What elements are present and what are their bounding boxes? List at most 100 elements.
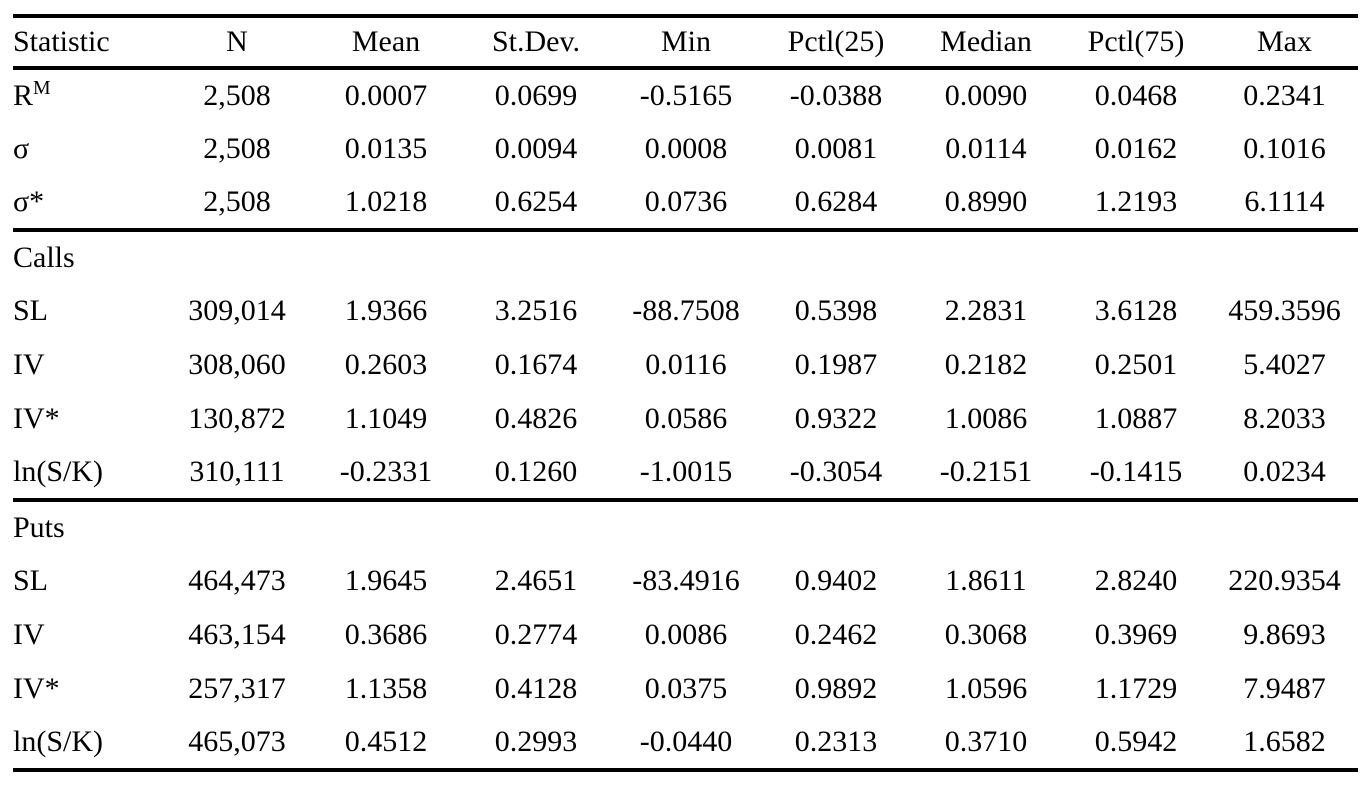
value-cell: 2,508: [203, 132, 271, 165]
value-cell: 1.9645: [344, 564, 428, 597]
column-header-statistic: Statistic: [13, 25, 110, 58]
value-cell: 2.2831: [944, 294, 1028, 327]
value-cell: 1.1358: [344, 672, 428, 705]
value-cell: 0.2462: [794, 618, 878, 651]
table-row: IV* 257,317 1.1358 0.4128 0.0375 0.9892 1.0596…: [13, 662, 1358, 716]
column-header-max: Max: [1257, 25, 1312, 58]
statistic-name: ln(S/K): [13, 446, 163, 500]
value-cell: 464,473: [188, 564, 286, 597]
statistic-name-text: SL: [13, 294, 49, 327]
header-row: Statistic N Mean St.Dev. Min Pctl(25) Me…: [13, 16, 1358, 68]
value-cell: 309,014: [188, 294, 286, 327]
value-cell: -0.5165: [639, 79, 733, 112]
statistic-name: σ*: [13, 176, 163, 230]
value-cell: 0.0094: [494, 132, 578, 165]
section-label: Calls: [13, 241, 75, 274]
statistic-name-text: IV: [13, 618, 45, 651]
table-row: ln(S/K) 465,073 0.4512 0.2993 -0.0440 0.2313 0…: [13, 716, 1358, 770]
value-cell: 0.1987: [794, 348, 878, 381]
value-cell: 0.0086: [644, 618, 728, 651]
value-cell: 0.8990: [944, 185, 1028, 218]
value-cell: -1.0015: [639, 455, 733, 488]
column-header-mean: Mean: [351, 25, 421, 58]
value-cell: 0.6284: [794, 185, 878, 218]
statistic-name: IV*: [13, 392, 163, 446]
value-cell: 0.9892: [794, 672, 878, 705]
value-cell: 1.0596: [944, 672, 1028, 705]
value-cell: 0.2341: [1243, 79, 1326, 112]
column-header-n: N: [226, 25, 248, 58]
value-cell: 0.3969: [1094, 618, 1178, 651]
value-cell: 1.0218: [344, 185, 428, 218]
value-cell: 1.1049: [344, 402, 428, 435]
value-cell: 0.0586: [644, 402, 728, 435]
value-cell: 3.6128: [1094, 294, 1178, 327]
value-cell: 0.9322: [794, 402, 878, 435]
statistic-name-text: ln(S/K): [13, 725, 103, 758]
statistic-name-text: IV*: [13, 402, 60, 435]
value-cell: 130,872: [188, 402, 286, 435]
value-cell: 2,508: [203, 79, 271, 112]
value-cell: 0.1016: [1243, 132, 1326, 165]
column-header-median: Median: [940, 25, 1032, 58]
value-cell: 0.2501: [1094, 348, 1178, 381]
value-cell: -83.4916: [632, 564, 740, 597]
summary-statistics-table: Statistic N Mean St.Dev. Min Pctl(25) Me…: [13, 14, 1358, 772]
value-cell: 0.0114: [945, 132, 1027, 165]
value-cell: 0.3710: [944, 725, 1028, 758]
value-cell: -88.7508: [632, 294, 740, 327]
value-cell: 1.2193: [1094, 185, 1178, 218]
value-cell: 0.0468: [1094, 79, 1178, 112]
statistic-name: IV: [13, 338, 163, 392]
value-cell: 0.9402: [794, 564, 878, 597]
value-cell: 6.1114: [1244, 185, 1325, 218]
value-cell: 463,154: [188, 618, 286, 651]
value-cell: 0.2993: [494, 725, 578, 758]
value-cell: 9.8693: [1243, 618, 1326, 651]
statistic-name-text: R: [13, 79, 34, 112]
value-cell: -0.0388: [789, 79, 883, 112]
value-cell: 0.0162: [1094, 132, 1178, 165]
value-cell: 465,073: [188, 725, 286, 758]
table-row: SL 464,473 1.9645 2.4651 -83.4916 0.9402 1.861…: [13, 554, 1358, 608]
value-cell: 0.6254: [494, 185, 578, 218]
value-cell: 459.3596: [1228, 294, 1341, 327]
column-header-pctl25: Pctl(25): [787, 25, 885, 58]
value-cell: 3.2516: [494, 294, 578, 327]
section-label: Puts: [13, 511, 65, 544]
value-cell: -0.2331: [339, 455, 433, 488]
table-row: SL 309,014 1.9366 3.2516 -88.7508 0.5398 2.283…: [13, 284, 1358, 338]
value-cell: 0.0008: [644, 132, 728, 165]
column-header-min: Min: [660, 25, 711, 58]
value-cell: 0.5942: [1094, 725, 1178, 758]
value-cell: 2.8240: [1094, 564, 1178, 597]
section-header-row-calls: Calls: [13, 230, 1358, 284]
value-cell: 257,317: [188, 672, 286, 705]
statistic-name-text: IV: [13, 348, 45, 381]
value-cell: 0.4512: [344, 725, 428, 758]
column-header-stdev: St.Dev.: [491, 25, 581, 58]
value-cell: 0.3686: [344, 618, 428, 651]
value-cell: 0.1674: [494, 348, 578, 381]
value-cell: 0.2774: [494, 618, 578, 651]
value-cell: 0.0007: [344, 79, 428, 112]
value-cell: 7.9487: [1243, 672, 1326, 705]
statistic-name-text: σ*: [13, 185, 45, 218]
value-cell: 0.2603: [344, 348, 428, 381]
value-cell: 0.3068: [944, 618, 1028, 651]
statistic-name: SL: [13, 284, 163, 338]
value-cell: 308,060: [188, 348, 286, 381]
value-cell: 0.0090: [944, 79, 1028, 112]
table-row: σ* 2,508 1.0218 0.6254 0.0736 0.6284 0.8990 1.2…: [13, 176, 1358, 230]
value-cell: 220.9354: [1228, 564, 1341, 597]
value-cell: 2.4651: [494, 564, 578, 597]
value-cell: 0.2182: [944, 348, 1028, 381]
statistic-superscript: M: [33, 77, 51, 99]
value-cell: 0.4128: [494, 672, 578, 705]
value-cell: -0.1415: [1089, 455, 1183, 488]
value-cell: 1.9366: [344, 294, 428, 327]
table-row: IV 463,154 0.3686 0.2774 0.0086 0.2462 0.3068 0…: [13, 608, 1358, 662]
value-cell: 0.5398: [794, 294, 878, 327]
section-header-row-puts: Puts: [13, 500, 1358, 554]
